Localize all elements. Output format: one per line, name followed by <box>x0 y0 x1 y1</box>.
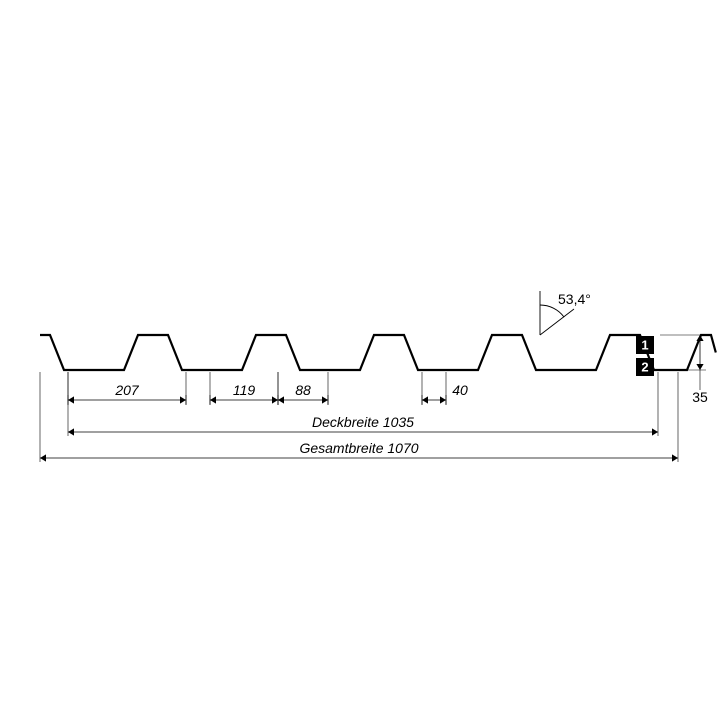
dim-segment-1-label: 119 <box>233 382 256 398</box>
surface-badge-2-label: 2 <box>641 359 648 374</box>
dim-segment-0-label: 207 <box>114 382 140 398</box>
dim-gesamtbreite-label: Gesamtbreite 1070 <box>299 440 418 456</box>
dim-segment-3-label: 40 <box>452 382 468 398</box>
dim-segment-2-label: 88 <box>295 382 311 398</box>
dim-deckbreite-label: Deckbreite 1035 <box>312 414 414 430</box>
surface-badge-1-label: 1 <box>641 337 648 352</box>
angle-label: 53,4° <box>558 291 591 307</box>
dim-height-label: 35 <box>692 389 708 405</box>
